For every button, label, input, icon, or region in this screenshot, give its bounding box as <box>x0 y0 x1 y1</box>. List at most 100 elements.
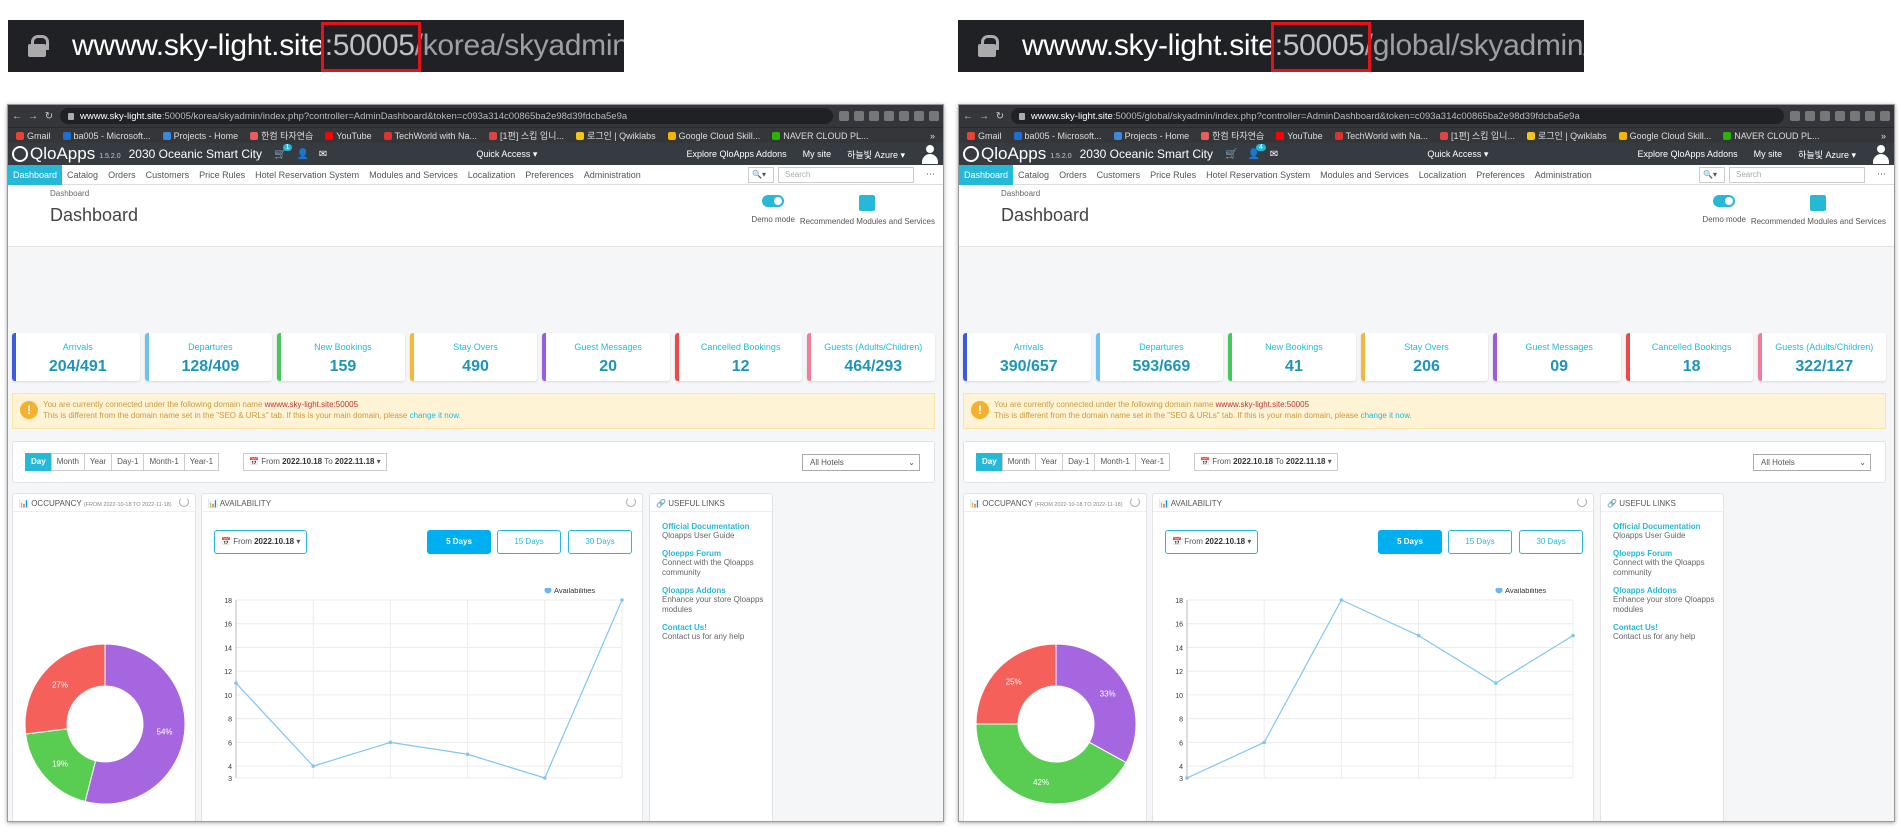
5-days-button[interactable]: 5 Days <box>427 530 491 554</box>
quick-access-menu[interactable]: Quick Access ▾ <box>1427 148 1489 159</box>
nav-administration[interactable]: Administration <box>1534 169 1592 180</box>
nav-orders[interactable]: Orders <box>1059 169 1087 180</box>
nav-price-rules[interactable]: Price Rules <box>199 169 246 180</box>
bookmark-item[interactable]: Google Cloud Skill... <box>667 131 760 141</box>
back-icon[interactable]: ← <box>963 110 973 122</box>
more-icon[interactable]: ⋯ <box>1877 169 1886 179</box>
period-day-1[interactable]: Day-1 <box>1062 453 1096 471</box>
15-days-button[interactable]: 15 Days <box>1448 530 1512 554</box>
bookmark-item[interactable]: Gmail <box>16 131 51 141</box>
qloapps-logo[interactable]: QloApps 1.5.2.0 <box>963 144 1072 164</box>
mail-icon[interactable]: ✉ <box>318 148 328 160</box>
breadcrumb[interactable]: Dashboard <box>1001 189 1041 198</box>
extension-icon[interactable] <box>1880 111 1890 121</box>
user-icon[interactable]: 👤 4 <box>1247 143 1266 160</box>
quick-access-menu[interactable]: Quick Access ▾ <box>476 148 538 159</box>
bookmark-item[interactable]: 한컴 타자연습 <box>1201 129 1264 142</box>
extension-icon[interactable] <box>1790 111 1800 121</box>
demo-mode-toggle[interactable]: Demo mode <box>1702 195 1746 224</box>
explore-addons-link[interactable]: Explore QloApps Addons <box>686 149 787 159</box>
avatar[interactable] <box>1872 144 1890 164</box>
extension-icon[interactable] <box>929 111 939 121</box>
bookmark-item[interactable]: YouTube <box>325 131 372 141</box>
period-month-1[interactable]: Month-1 <box>1094 453 1136 471</box>
bookmark-item[interactable]: 한컴 타자연습 <box>250 129 313 142</box>
nav-modules-and-services[interactable]: Modules and Services <box>369 169 458 180</box>
my-site-link[interactable]: My site <box>1753 149 1783 159</box>
nav-customers[interactable]: Customers <box>145 169 190 180</box>
demo-mode-toggle[interactable]: Demo mode <box>751 195 795 224</box>
bookmark-item[interactable]: 로그인 | Qwiklabs <box>1526 129 1607 142</box>
user-menu[interactable]: 하늘빛 Azure ▾ <box>1798 149 1856 160</box>
extension-icon[interactable] <box>1835 111 1845 121</box>
nav-hotel-reservation-system[interactable]: Hotel Reservation System <box>1206 169 1311 180</box>
nav-dashboard[interactable]: Dashboard <box>8 164 63 185</box>
nav-price-rules[interactable]: Price Rules <box>1150 169 1197 180</box>
qloapps-logo[interactable]: QloApps 1.5.2.0 <box>12 144 121 164</box>
extension-icon[interactable] <box>1850 111 1860 121</box>
user-menu[interactable]: 하늘빛 Azure ▾ <box>847 149 905 160</box>
nav-orders[interactable]: Orders <box>108 169 136 180</box>
shop-name[interactable]: 2030 Oceanic Smart City <box>128 147 263 161</box>
useful-link[interactable]: Qloepps Forum <box>1613 549 1673 558</box>
nav-customers[interactable]: Customers <box>1096 169 1141 180</box>
availability-date-picker[interactable]: 📅 From 2022.10.18 ▾ <box>214 530 308 554</box>
nav-preferences[interactable]: Preferences <box>1476 169 1525 180</box>
refresh-icon[interactable] <box>1577 497 1587 507</box>
mail-icon[interactable]: ✉ <box>1269 148 1279 160</box>
period-month[interactable]: Month <box>1001 453 1036 471</box>
period-year-1[interactable]: Year-1 <box>1134 453 1171 471</box>
useful-link[interactable]: Contact Us! <box>1613 623 1658 632</box>
extension-icon[interactable] <box>839 111 849 121</box>
nav-catalog[interactable]: Catalog <box>67 169 99 180</box>
useful-link[interactable]: Official Documentation <box>662 522 750 531</box>
availability-date-picker[interactable]: 📅 From 2022.10.18 ▾ <box>1165 530 1259 554</box>
date-range-picker[interactable]: 📅 From 2022.10.18 To 2022.11.18 ▾ <box>1194 453 1338 471</box>
extension-icon[interactable] <box>884 111 894 121</box>
nav-administration[interactable]: Administration <box>583 169 641 180</box>
cart-icon[interactable]: 🛒 1 <box>274 143 293 160</box>
back-icon[interactable]: ← <box>12 110 22 122</box>
refresh-icon[interactable] <box>179 497 189 507</box>
period-day-1[interactable]: Day-1 <box>111 453 145 471</box>
30-days-button[interactable]: 30 Days <box>568 530 632 554</box>
hotel-select[interactable]: All Hotels ⌄ <box>802 454 920 471</box>
explore-addons-link[interactable]: Explore QloApps Addons <box>1637 149 1738 159</box>
period-month-1[interactable]: Month-1 <box>143 453 185 471</box>
15-days-button[interactable]: 15 Days <box>497 530 561 554</box>
cart-icon[interactable]: 🛒 <box>1225 148 1238 160</box>
bookmark-item[interactable]: NAVER CLOUD PL... <box>772 131 869 141</box>
extension-icon[interactable] <box>1805 111 1815 121</box>
search-input[interactable]: Search <box>1729 166 1865 183</box>
bookmark-item[interactable]: NAVER CLOUD PL... <box>1723 131 1820 141</box>
bookmark-item[interactable]: Projects - Home <box>162 131 238 141</box>
bookmark-item[interactable]: TechWorld with Na... <box>383 131 477 141</box>
search-type-select[interactable]: 🔍▾ <box>1699 166 1725 183</box>
bookmark-item[interactable]: Google Cloud Skill... <box>1618 131 1711 141</box>
bookmark-item[interactable]: ba005 - Microsoft... <box>1013 131 1102 141</box>
breadcrumb[interactable]: Dashboard <box>50 189 90 198</box>
nav-modules-and-services[interactable]: Modules and Services <box>1320 169 1409 180</box>
extension-icon[interactable] <box>1820 111 1830 121</box>
bookmark-item[interactable]: 로그인 | Qwiklabs <box>575 129 656 142</box>
nav-dashboard[interactable]: Dashboard <box>959 164 1014 185</box>
avatar[interactable] <box>921 144 939 164</box>
extension-icon[interactable] <box>1865 111 1875 121</box>
5-days-button[interactable]: 5 Days <box>1378 530 1442 554</box>
bookmark-item[interactable]: Gmail <box>967 131 1002 141</box>
bookmark-item[interactable]: [1편] 스킵 입니... <box>489 129 564 142</box>
date-range-picker[interactable]: 📅 From 2022.10.18 To 2022.11.18 ▾ <box>243 453 387 471</box>
period-month[interactable]: Month <box>50 453 85 471</box>
nav-hotel-reservation-system[interactable]: Hotel Reservation System <box>255 169 360 180</box>
nav-preferences[interactable]: Preferences <box>525 169 574 180</box>
useful-link[interactable]: Contact Us! <box>662 623 707 632</box>
extension-icon[interactable] <box>914 111 924 121</box>
more-bookmarks-icon[interactable]: » <box>929 130 935 141</box>
period-year-1[interactable]: Year-1 <box>183 453 220 471</box>
change-domain-link[interactable]: change it now. <box>409 411 461 420</box>
useful-link[interactable]: Official Documentation <box>1613 522 1701 531</box>
refresh-icon[interactable] <box>626 497 636 507</box>
reload-icon[interactable]: ↻ <box>44 110 54 122</box>
search-type-select[interactable]: 🔍▾ <box>748 166 774 183</box>
bookmark-item[interactable]: Projects - Home <box>1113 131 1189 141</box>
